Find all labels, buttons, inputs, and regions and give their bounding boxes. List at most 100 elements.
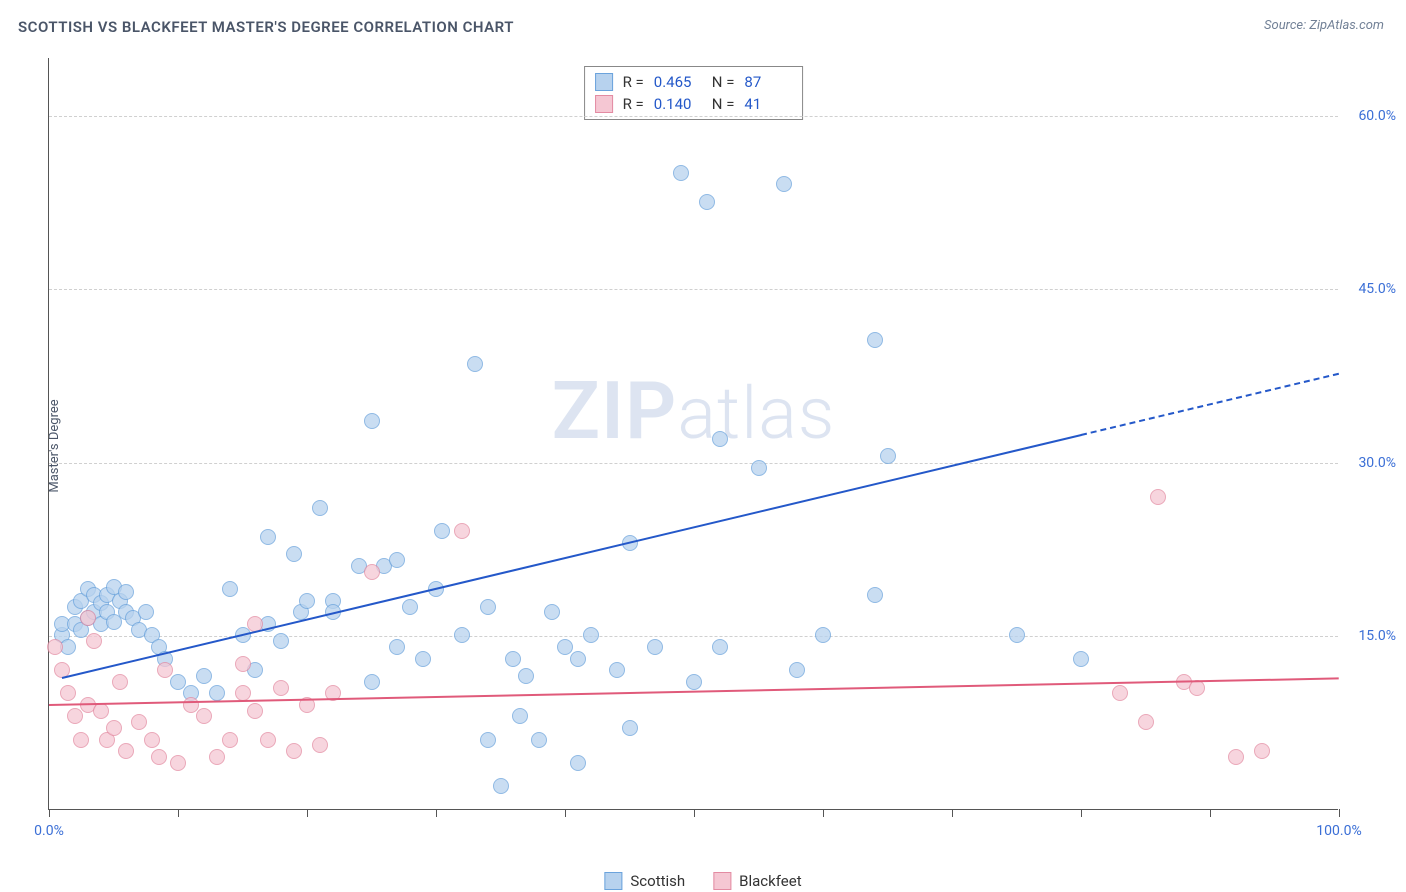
scatter-point: [389, 639, 405, 655]
scatter-point: [286, 546, 302, 562]
scatter-point: [67, 708, 83, 724]
legend: ScottishBlackfeet: [604, 872, 801, 890]
n-value: 87: [744, 73, 792, 91]
scatter-point: [751, 460, 767, 476]
source-attribution: Source: ZipAtlas.com: [1264, 18, 1384, 33]
y-tick-label: 30.0%: [1358, 455, 1396, 471]
scatter-point: [209, 749, 225, 765]
scatter-point: [364, 564, 380, 580]
scatter-point: [196, 668, 212, 684]
scatter-point: [583, 627, 599, 643]
series-swatch-icon: [595, 73, 613, 91]
x-tick-label: 0.0%: [34, 823, 64, 839]
scatter-point: [531, 732, 547, 748]
scatter-point: [1073, 651, 1089, 667]
scatter-point: [557, 639, 573, 655]
x-tick: [952, 809, 953, 817]
scatter-point: [699, 194, 715, 210]
scatter-point: [312, 737, 328, 753]
scatter-point: [364, 413, 380, 429]
y-tick-label: 45.0%: [1358, 281, 1396, 297]
scatter-point: [815, 627, 831, 643]
correlation-chart: SCOTTISH VS BLACKFEET MASTER'S DEGREE CO…: [0, 0, 1406, 892]
x-tick: [178, 809, 179, 817]
scatter-point: [138, 604, 154, 620]
scatter-point: [183, 697, 199, 713]
legend-label: Scottish: [630, 872, 685, 890]
scatter-point: [493, 778, 509, 794]
n-value: 41: [744, 95, 792, 113]
scatter-point: [80, 610, 96, 626]
scatter-point: [512, 708, 528, 724]
scatter-point: [86, 633, 102, 649]
scatter-point: [112, 674, 128, 690]
scatter-point: [673, 165, 689, 181]
gridline: [49, 116, 1338, 117]
x-tick-label: 100.0%: [1316, 823, 1361, 839]
scatter-point: [544, 604, 560, 620]
legend-swatch-icon: [604, 872, 622, 890]
x-tick: [823, 809, 824, 817]
scatter-point: [247, 703, 263, 719]
legend-swatch-icon: [713, 872, 731, 890]
scatter-point: [170, 755, 186, 771]
watermark: ZIPatlas: [552, 364, 836, 458]
stats-row: R =0.465N =87: [595, 71, 793, 93]
scatter-point: [73, 732, 89, 748]
scatter-point: [235, 656, 251, 672]
scatter-point: [647, 639, 663, 655]
scatter-point: [454, 627, 470, 643]
scatter-point: [222, 732, 238, 748]
n-label: N =: [712, 95, 735, 113]
scatter-point: [867, 587, 883, 603]
scatter-point: [434, 523, 450, 539]
scatter-point: [1254, 743, 1270, 759]
r-value: 0.140: [654, 95, 702, 113]
scatter-point: [196, 708, 212, 724]
x-tick: [694, 809, 695, 817]
scatter-point: [131, 714, 147, 730]
scatter-point: [518, 668, 534, 684]
scatter-point: [480, 599, 496, 615]
x-tick: [1339, 809, 1340, 817]
gridline: [49, 289, 1338, 290]
scatter-point: [260, 529, 276, 545]
scatter-point: [389, 552, 405, 568]
scatter-point: [364, 674, 380, 690]
scatter-point: [789, 662, 805, 678]
scatter-point: [1112, 685, 1128, 701]
scatter-point: [415, 651, 431, 667]
x-tick: [307, 809, 308, 817]
stats-box: R =0.465N =87 R = 0.140 N = 41: [584, 66, 804, 120]
scatter-point: [402, 599, 418, 615]
scatter-point: [712, 639, 728, 655]
gridline: [49, 463, 1338, 464]
r-label: R =: [623, 95, 644, 113]
scatter-point: [222, 581, 238, 597]
scatter-point: [570, 651, 586, 667]
scatter-point: [93, 703, 109, 719]
series-swatch-icon: [595, 95, 613, 113]
scatter-point: [880, 448, 896, 464]
scatter-point: [1228, 749, 1244, 765]
scatter-point: [118, 584, 134, 600]
r-value: 0.465: [654, 73, 702, 91]
scatter-point: [151, 749, 167, 765]
legend-item: Scottish: [604, 872, 685, 890]
scatter-point: [1150, 489, 1166, 505]
chart-title: SCOTTISH VS BLACKFEET MASTER'S DEGREE CO…: [18, 18, 514, 36]
scatter-point: [622, 720, 638, 736]
scatter-point: [1138, 714, 1154, 730]
scatter-point: [260, 732, 276, 748]
scatter-point: [686, 674, 702, 690]
scatter-point: [47, 639, 63, 655]
scatter-point: [467, 356, 483, 372]
x-tick: [436, 809, 437, 817]
stats-row: R = 0.140 N = 41: [595, 93, 793, 115]
scatter-point: [299, 593, 315, 609]
scatter-point: [505, 651, 521, 667]
scatter-point: [157, 662, 173, 678]
scatter-point: [144, 732, 160, 748]
scatter-point: [712, 431, 728, 447]
scatter-point: [60, 685, 76, 701]
